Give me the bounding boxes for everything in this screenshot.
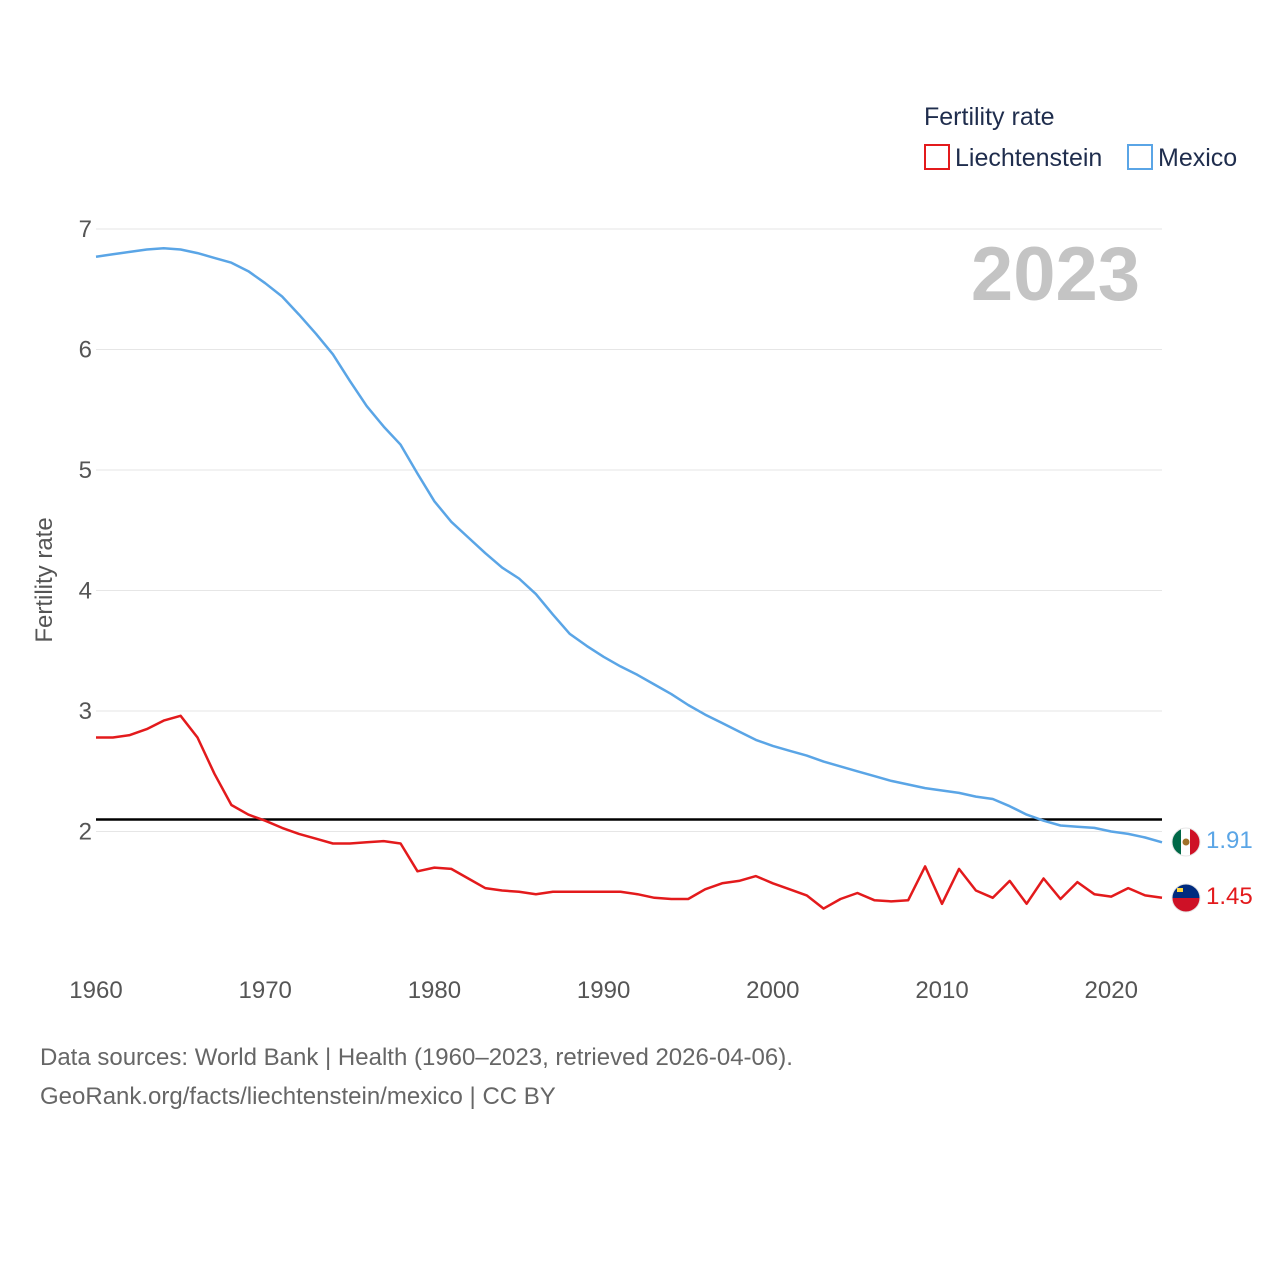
footer-sources: Data sources: World Bank | Health (1960–… — [40, 1044, 793, 1071]
x-tick-label: 1980 — [408, 977, 461, 1004]
legend-item-mexico[interactable]: Mexico — [1127, 144, 1237, 172]
x-tick-label: 2020 — [1085, 977, 1138, 1004]
liechtenstein-flag-icon — [1171, 883, 1201, 913]
legend-swatch-liechtenstein — [924, 144, 950, 170]
x-tick-label: 1990 — [577, 977, 630, 1004]
mexico-flag-icon — [1171, 827, 1201, 857]
legend-item-liechtenstein[interactable]: Liechtenstein — [924, 144, 1102, 172]
series-line-mexico[interactable] — [95, 247, 1163, 844]
gridlines — [96, 228, 1162, 832]
legend-swatch-mexico — [1127, 144, 1153, 170]
y-tick-label: 2 — [79, 819, 92, 846]
y-tick-label: 6 — [79, 337, 92, 364]
legend: Fertility rate Liechtenstein Mexico — [924, 103, 1237, 172]
y-tick-label: 5 — [79, 457, 92, 484]
y-axis-label: Fertility rate — [31, 517, 58, 642]
legend-title: Fertility rate — [924, 103, 1055, 131]
x-axis-ticks: 1960 1970 1980 1990 2000 2010 2020 — [69, 977, 1138, 1004]
current-year-label: 2023 — [971, 232, 1140, 317]
y-axis-ticks: 2 3 4 5 6 7 — [79, 216, 92, 846]
x-tick-label: 2000 — [746, 977, 799, 1004]
footer-credit: GeoRank.org/facts/liechtenstein/mexico |… — [40, 1083, 556, 1110]
y-tick-label: 3 — [79, 698, 92, 725]
liechtenstein-end-value: 1.45 — [1206, 883, 1253, 910]
y-tick-label: 4 — [79, 578, 92, 605]
y-tick-label: 7 — [79, 216, 92, 243]
series-line-liechtenstein[interactable] — [96, 714, 1163, 910]
x-tick-label: 2010 — [915, 977, 968, 1004]
x-tick-label: 1970 — [239, 977, 292, 1004]
mexico-end-value: 1.91 — [1206, 827, 1253, 854]
legend-label-mexico: Mexico — [1158, 144, 1237, 172]
series-lines — [95, 247, 1163, 910]
legend-label-liechtenstein: Liechtenstein — [955, 144, 1102, 172]
x-tick-label: 1960 — [69, 977, 122, 1004]
